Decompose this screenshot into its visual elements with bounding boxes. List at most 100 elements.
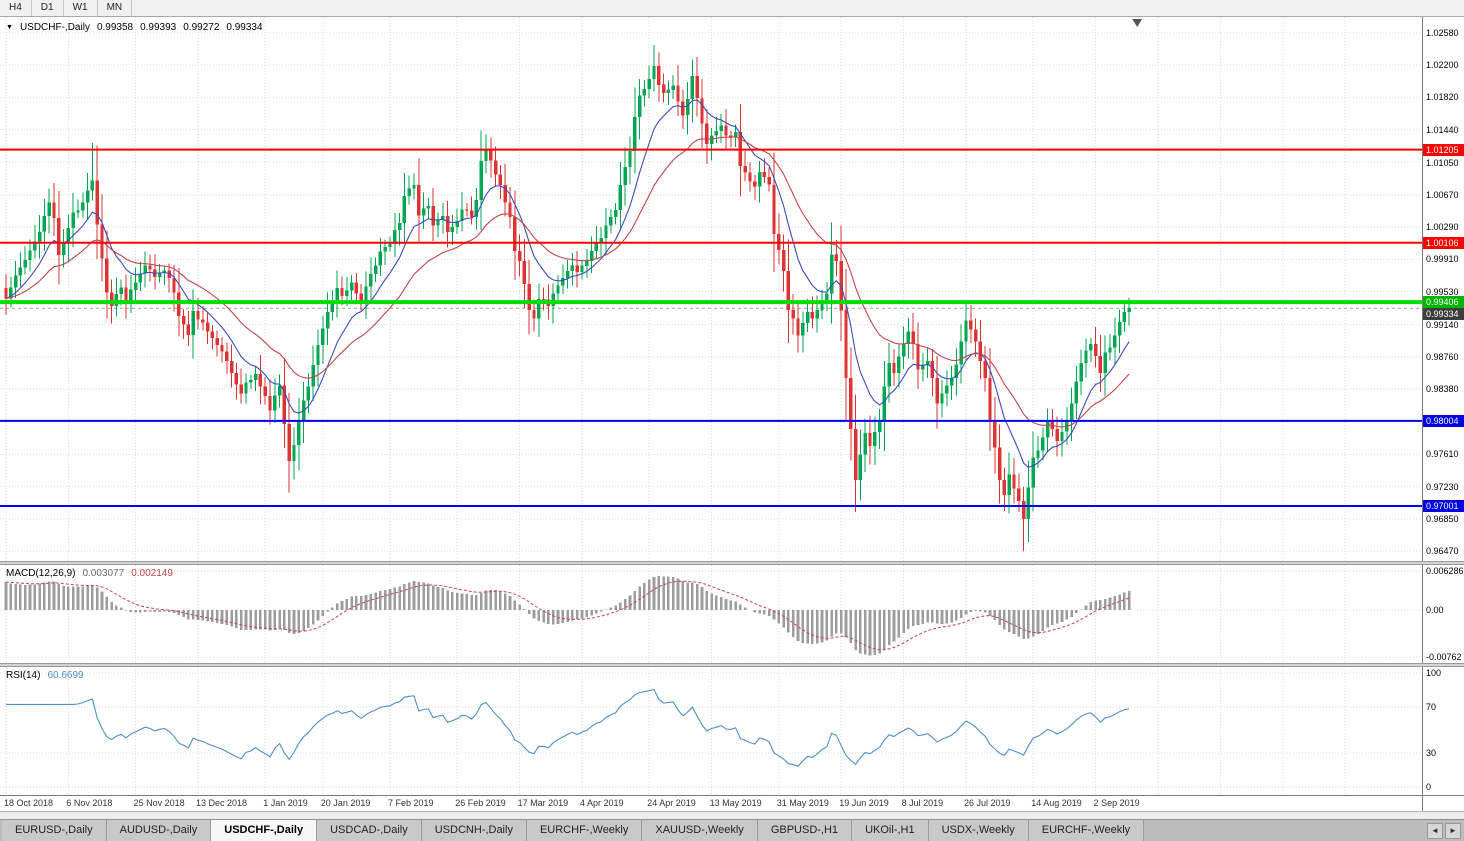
timeframe-button-d1[interactable]: D1 <box>32 0 64 16</box>
price-tick-label: 1.00290 <box>1426 222 1459 233</box>
time-axis-row: 18 Oct 2018 6 Nov 2018 25 Nov 2018 13 Dec 2… <box>0 795 1464 811</box>
price-tick-label: 0.96850 <box>1426 513 1459 524</box>
price-tick-label: 1.01440 <box>1426 124 1459 135</box>
macd-tick-label: -0.00762 <box>1426 652 1462 662</box>
date-label: 26 Jul 2019 <box>964 798 1011 808</box>
chart-tabs: EURUSD-,Daily AUDUSD-,Daily USDCHF-,Daily U… <box>2 820 1145 841</box>
chart-menu-icon: ▼ <box>6 23 13 31</box>
rsi-tick-label: 0 <box>1426 782 1432 792</box>
timeframe-button-mn[interactable]: MN <box>98 0 133 16</box>
chart-tab-bar: EURUSD-,Daily AUDUSD-,Daily USDCHF-,Daily U… <box>0 819 1464 841</box>
rsi-chart[interactable]: RSI(14) 60.6699 <box>0 667 1422 795</box>
time-axis[interactable]: 18 Oct 2018 6 Nov 2018 25 Nov 2018 13 Dec 2… <box>0 796 1422 811</box>
timeframe-button-h4[interactable]: H4 <box>0 0 32 16</box>
chart-tab-usdcad-daily[interactable]: USDCAD-,Daily <box>317 820 422 841</box>
chart-tab-eurchf-weekly[interactable]: EURCHF-,Weekly <box>526 820 643 841</box>
rsi-svg <box>0 667 1422 795</box>
macd-indicator-name: MACD(12,26,9) <box>6 568 76 579</box>
price-tick-label: 0.98760 <box>1426 351 1459 362</box>
price-tick-label: 0.98380 <box>1426 384 1459 395</box>
price-tag: 0.98004 <box>1423 414 1464 427</box>
rsi-label: RSI(14) 60.6699 <box>6 670 84 681</box>
date-label: 19 Jun 2019 <box>839 798 889 808</box>
macd-panel: MACD(12,26,9) 0.003077 0.002149 0.006286… <box>0 565 1464 663</box>
price-tag: 0.97001 <box>1423 499 1464 512</box>
macd-chart[interactable]: MACD(12,26,9) 0.003077 0.002149 <box>0 565 1422 663</box>
macd-svg <box>0 565 1422 663</box>
date-label: 25 Nov 2018 <box>133 798 185 808</box>
rsi-tick-label: 70 <box>1426 702 1437 713</box>
ohlc-close: 0.99334 <box>226 22 263 33</box>
chart-tab-usdx-weekly[interactable]: USDX-,Weekly <box>928 820 1029 841</box>
price-chart-svg <box>0 17 1422 561</box>
price-tick-label: 0.97610 <box>1426 449 1459 460</box>
tab-scroll-right-button[interactable]: ► <box>1445 822 1461 839</box>
rsi-value: 60.6699 <box>47 670 84 681</box>
rsi-panel: RSI(14) 60.6699 100 70 30 0 <box>0 667 1464 795</box>
price-tick-label: 0.99910 <box>1426 254 1459 265</box>
chart-workspace: ▼ USDCHF-,Daily 0.99358 0.99393 0.99272 … <box>0 17 1464 811</box>
panel-separator[interactable] <box>0 663 1464 667</box>
price-tick-label: 0.97230 <box>1426 481 1459 492</box>
chart-tab-usdcnh-daily[interactable]: USDCNH-,Daily <box>421 820 527 841</box>
price-tag: 1.00106 <box>1423 236 1464 249</box>
date-label: 24 Apr 2019 <box>647 798 696 808</box>
macd-signal-value: 0.002149 <box>131 568 173 579</box>
macd-axis[interactable]: 0.006286 0.00 -0.00762 <box>1422 565 1464 663</box>
price-tag: 0.99406 <box>1423 296 1464 309</box>
rsi-tick-label: 30 <box>1426 747 1437 758</box>
panel-separator[interactable] <box>0 561 1464 565</box>
date-label: 4 Apr 2019 <box>580 798 624 808</box>
ohlc-low: 0.99272 <box>183 22 220 33</box>
chart-tab-usdchf-daily[interactable]: USDCHF-,Daily <box>211 820 318 841</box>
tab-scroll-left-button[interactable]: ◄ <box>1427 822 1443 839</box>
grid-layer <box>0 17 1422 561</box>
price-chart[interactable]: ▼ USDCHF-,Daily 0.99358 0.99393 0.99272 … <box>0 17 1422 561</box>
horizontal-scrollbar[interactable] <box>0 811 1464 819</box>
rsi-axis[interactable]: 100 70 30 0 <box>1422 667 1464 795</box>
chart-tab-eurusd-daily[interactable]: EURUSD-,Daily <box>2 820 107 841</box>
macd-tick-label: 0.006286 <box>1426 566 1464 576</box>
main-chart-panel: ▼ USDCHF-,Daily 0.99358 0.99393 0.99272 … <box>0 17 1464 561</box>
price-tick-label: 0.99140 <box>1426 319 1459 330</box>
date-label: 7 Feb 2019 <box>388 798 434 808</box>
chart-shift-marker <box>1132 19 1143 27</box>
date-label: 18 Oct 2018 <box>4 798 54 808</box>
price-tick-label: 1.01820 <box>1426 92 1459 103</box>
date-label: 17 Mar 2019 <box>517 798 569 808</box>
price-tag: 0.99334 <box>1423 308 1464 321</box>
date-label: 6 Nov 2018 <box>66 798 113 808</box>
rsi-tick-label: 100 <box>1426 668 1442 678</box>
date-label: 31 May 2019 <box>776 798 829 808</box>
rsi-indicator-name: RSI(14) <box>6 670 41 681</box>
timeframe-button-w1[interactable]: W1 <box>64 0 98 16</box>
timeframe-toolbar: H4 D1 W1 MN <box>0 0 1464 17</box>
chart-tab-gbpusd-h1[interactable]: GBPUSD-,H1 <box>757 820 853 841</box>
ma-line-26 <box>5 136 1130 428</box>
chart-tab-ukoil-h1[interactable]: UKOil-,H1 <box>852 820 929 841</box>
chart-symbol-label: USDCHF-,Daily <box>19 22 90 33</box>
candles-layer <box>4 44 1131 551</box>
date-label: 8 Jul 2019 <box>901 798 944 808</box>
price-tick-label: 0.96470 <box>1426 546 1459 556</box>
macd-main-value: 0.003077 <box>82 568 125 579</box>
price-tick-label: 1.02580 <box>1426 28 1459 38</box>
date-label: 13 Dec 2018 <box>196 798 248 808</box>
macd-label: MACD(12,26,9) 0.003077 0.002149 <box>6 568 173 579</box>
chart-tab-audusd-daily[interactable]: AUDUSD-,Daily <box>106 820 212 841</box>
date-label: 14 Aug 2019 <box>1031 798 1082 808</box>
macd-tick-label: 0.00 <box>1426 604 1444 615</box>
date-label: 13 May 2019 <box>709 798 762 808</box>
price-tag: 1.01205 <box>1423 143 1464 156</box>
ohlc-high: 0.99393 <box>140 22 177 33</box>
time-axis-corner <box>1422 796 1464 811</box>
price-tick-label: 0.99530 <box>1426 286 1459 297</box>
price-axis[interactable]: 1.02580 1.02200 1.01820 1.01440 1.01050 1.006… <box>1422 17 1464 561</box>
price-tick-label: 1.01050 <box>1426 157 1459 168</box>
date-label: 2 Sep 2019 <box>1093 798 1140 808</box>
chart-tab-xauusd-weekly[interactable]: XAUUSD-,Weekly <box>642 820 758 841</box>
price-tick-label: 1.02200 <box>1426 60 1459 71</box>
chart-tab-eurchf-weekly[interactable]: EURCHF-,Weekly <box>1028 820 1145 841</box>
date-label: 26 Feb 2019 <box>455 798 506 808</box>
date-label: 20 Jan 2019 <box>320 798 371 808</box>
